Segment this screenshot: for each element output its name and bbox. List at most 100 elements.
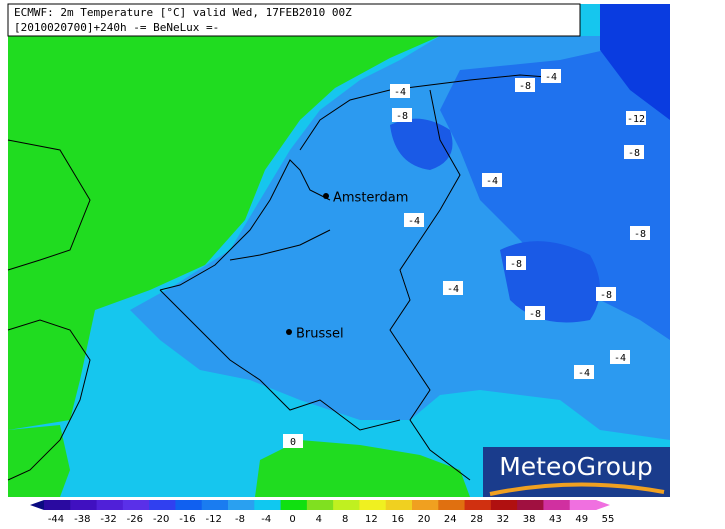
contour-label: -4 (447, 284, 459, 295)
colorbar-segment (333, 500, 360, 510)
contour-label: -4 (545, 72, 557, 83)
colorbar-label: -4 (261, 514, 271, 525)
contour-label: -8 (396, 111, 408, 122)
colorbar-segment (490, 500, 518, 510)
colorbar-segment (464, 500, 492, 510)
contour-label-box (574, 365, 594, 379)
colorbar-segment (201, 500, 229, 510)
colder-region (390, 118, 453, 170)
colorbar-label: -12 (206, 514, 222, 525)
colorbar-label: 16 (391, 514, 404, 525)
contour-label-box (610, 350, 630, 364)
colorbar-label: 32 (496, 514, 509, 525)
contour-label: -12 (627, 114, 645, 125)
contour-label-box (596, 287, 616, 301)
colorbar-segment (175, 500, 203, 510)
city-label: Amsterdam (333, 191, 408, 206)
contour-label: -8 (519, 81, 531, 92)
contour-label-box (443, 281, 463, 295)
contour-label-box (392, 108, 412, 122)
coastline (7, 139, 91, 271)
colorbar-segment (306, 500, 334, 510)
colorbar-segment (569, 500, 597, 510)
contour-label-box (630, 226, 650, 240)
colorbar-segment (412, 500, 439, 510)
colorbar-label: 8 (342, 514, 348, 525)
contour-label-box (515, 78, 535, 92)
colorbar-label: -38 (74, 514, 90, 525)
coastline (159, 159, 331, 291)
colorbar-label: 12 (365, 514, 378, 525)
contour-label-box (525, 306, 545, 320)
logo: MeteoGroup (483, 447, 670, 497)
colorbar-segment (517, 500, 544, 510)
contour-label-box (624, 145, 644, 159)
colorbar-label: 24 (444, 514, 457, 525)
colorbar-label: -20 (153, 514, 169, 525)
colorbar-label: -16 (179, 514, 195, 525)
colorbar-segment (359, 500, 387, 510)
warm-region (255, 440, 470, 497)
colorbar-segment (254, 500, 282, 510)
contour-label: -8 (510, 259, 522, 270)
colorbar-segment (70, 500, 98, 510)
colorbar-arrow (30, 500, 44, 510)
colorbar-label: 28 (470, 514, 483, 525)
colorbar-segment (280, 500, 308, 510)
contour-label-box (626, 111, 646, 125)
colorbar-arrow (596, 500, 610, 510)
colorbar-segment (44, 500, 71, 510)
contour-label-box (506, 256, 526, 270)
colorbar-segment (543, 500, 571, 510)
city-label: Brussel (296, 327, 344, 342)
colorbar-segment (149, 500, 176, 510)
city-dot (323, 193, 329, 199)
logo-arc (489, 482, 665, 496)
contour-label-box (390, 84, 410, 98)
colorbar-label: 0 (289, 514, 295, 525)
contour-label-box (404, 213, 424, 227)
header-box (7, 3, 581, 37)
colorbar-label: 49 (575, 514, 588, 525)
border (159, 289, 401, 431)
colorbar-segment (385, 500, 413, 510)
contour-label-box (541, 69, 561, 83)
contour-label: -4 (614, 353, 626, 364)
colorbar-label: -8 (235, 514, 245, 525)
contour-label: -8 (634, 229, 646, 240)
colorbar-label: 4 (316, 514, 322, 525)
logo-text: MeteoGroup (499, 452, 653, 481)
contour-label: -4 (394, 87, 406, 98)
contour-label: -4 (486, 176, 498, 187)
colorbar-segment (96, 500, 124, 510)
coldest-region (600, 4, 670, 120)
contour-label: 0 (290, 437, 296, 448)
colorbar-segment (438, 500, 466, 510)
colorbar-label: 38 (523, 514, 536, 525)
colorbar-label: 20 (418, 514, 431, 525)
contour-label-box (283, 434, 303, 448)
contour-label: -8 (529, 309, 541, 320)
warm-region (8, 36, 440, 430)
contour-label: -4 (408, 216, 420, 227)
colorbar-label: -44 (48, 514, 64, 525)
contour-label: -8 (600, 290, 612, 301)
colorbar-label: 55 (602, 514, 615, 525)
contour-label: -4 (578, 368, 590, 379)
colorbar-segment (122, 500, 150, 510)
contour-label: -8 (628, 148, 640, 159)
colder-region (440, 36, 670, 340)
border (389, 89, 471, 481)
colorbar-label: -32 (100, 514, 116, 525)
header-line: [2010020700]+240h -= BeNeLux =- (14, 21, 219, 34)
coastline (229, 229, 331, 261)
coastline (7, 319, 91, 481)
header-line: ECMWF: 2m Temperature [°C] valid Wed, 17… (14, 6, 352, 19)
colorbar-label: -26 (127, 514, 143, 525)
colorbar-label: 43 (549, 514, 562, 525)
contour-label-box (482, 173, 502, 187)
colorbar-segment (228, 500, 255, 510)
city-dot (286, 329, 292, 335)
